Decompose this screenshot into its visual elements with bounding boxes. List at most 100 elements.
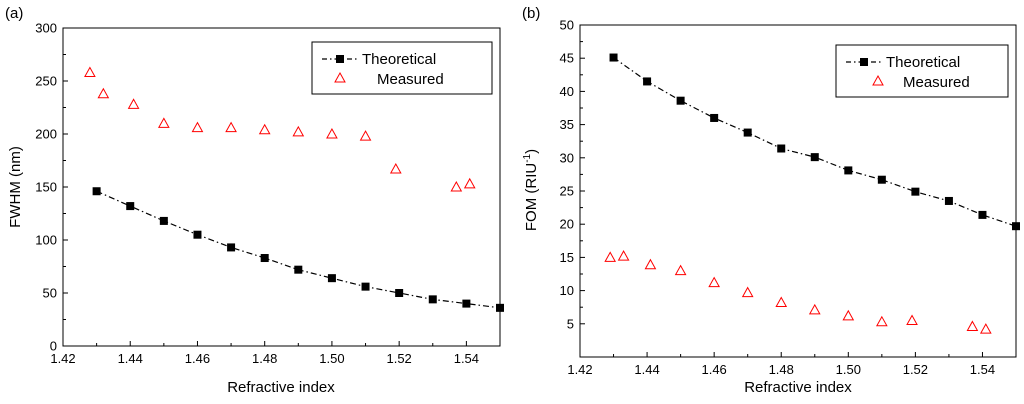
panel-a-measured-points [84,66,476,192]
panel-b-measured-point [875,315,888,327]
panel-b-measured-point [674,264,687,276]
panel-b-y-axis-label-end: ) [523,149,540,154]
panel-a-y-tick-label: 200 [35,127,57,142]
panel-b-theoretical-point [676,96,685,105]
panel-a-theoretical-point [260,254,269,263]
panel-a-y-tick-label: 50 [43,286,57,301]
panel-a-measured-point [450,180,463,192]
panel-b-measured-point [741,286,754,298]
panel-b-measured-point [906,314,918,325]
panel-b-x-tick-label: 1.52 [903,362,928,377]
panel-a-y-ticks: 0 50 100 150 200 250 300 [35,21,68,354]
panel-a: (a) 1.42 1.44 1.46 1.48 1.50 1.52 1.54 0 50 100 1… [5,5,504,396]
panel-a-x-tick-label: 1.46 [185,351,210,366]
panel-a-theoretical-points [92,187,504,312]
panel-a-theoretical-point [227,243,236,252]
panel-a-measured-point [225,121,237,133]
panel-b-measured-point [808,303,821,315]
panel-b-theoretical-point [743,128,752,137]
panel-b-theoretical-point [978,210,987,219]
panel-a-measured-point [389,162,402,174]
panel-b-theoretical-point [810,153,819,162]
panel-a-x-ticks: 1.42 1.44 1.46 1.48 1.50 1.52 1.54 [50,341,479,366]
panel-b-x-ticks: 1.42 1.44 1.46 1.48 1.50 1.52 1.54 [567,352,995,377]
panel-a-x-tick-label: 1.50 [319,351,344,366]
panel-a-theoretical-point [294,265,303,274]
panel-a-legend-measured-marker [334,71,346,83]
panel-a-theoretical-point [395,289,404,297]
panel-b-y-ticks: 5 10 15 20 25 30 35 40 45 50 [560,18,585,331]
panel-a-theoretical-point [428,295,437,304]
panel-b-x-axis-label: Refractive index [744,379,852,396]
panel-b-y-axis-label-superscript: -1 [522,153,533,162]
panel-a-measured-point [127,98,140,109]
panel-b-y-tick-label: 35 [560,117,574,132]
panel-a-x-tick-label: 1.42 [50,351,75,366]
panel-a-theoretical-point [462,299,471,308]
panel-b-x-tick-label: 1.44 [634,362,659,377]
panel-a-y-axis-label: FWHM (nm) [7,146,24,228]
panel-b-x-tick-label: 1.46 [701,362,726,377]
panel-a-measured-point [157,117,170,128]
panel-a-label: (a) [5,5,23,22]
panel-a-y-tick-label: 300 [35,21,57,36]
panel-b-y-tick-label: 20 [560,217,574,232]
panel-a-measured-point [359,130,372,141]
panel-b-legend-measured-marker [872,74,884,86]
panel-b-measured-point [617,250,630,261]
panel-b-measured-point [644,258,657,270]
panel-b-theoretical-point [1012,222,1020,231]
panel-b-measured-point [966,320,979,331]
panel-b-measured-point [708,276,721,288]
panel-b-x-tick-label: 1.54 [970,362,995,377]
panel-b-theoretical-point [844,166,853,175]
panel-a-legend-box [311,41,493,95]
panel-b-theoretical-point [944,196,953,205]
panel-a-measured-point [191,121,204,133]
panel-a-legend: Theoretical Measured [311,41,493,95]
panel-b-measured-point [775,296,788,308]
panel-b-theoretical-point [777,144,786,153]
panel-a-theoretical-point [327,274,336,283]
panel-a-y-tick-label: 100 [35,233,57,248]
panel-a-measured-point [326,127,338,139]
panel-b-y-tick-label: 45 [560,51,574,66]
panel-a-theoretical-point [126,202,135,211]
panel-b-theoretical-point [609,53,618,62]
panel-a-theoretical-point [496,303,504,312]
panel-b-x-tick-label: 1.48 [769,362,794,377]
panel-b-legend-box [835,44,1009,98]
panel-b-y-tick-label: 10 [560,283,574,298]
panel-b-y-tick-label: 25 [560,184,574,199]
panel-a-theoretical-point [361,282,370,291]
panel-a-y-tick-label: 150 [35,180,57,195]
panel-b-legend: Theoretical Measured [835,44,1009,98]
panel-b-y-axis-label: FOM (RIU-1) [522,149,540,231]
panel-a-measured-point [97,87,110,99]
panel-a-x-tick-label: 1.52 [386,351,411,366]
panel-b-measured-points [604,250,992,334]
panel-b-y-tick-label: 40 [560,84,574,99]
panel-b: (b) 1.42 1.44 1.46 1.48 1.50 1.52 1.54 5 10 15 20… [522,5,1020,396]
panel-a-y-tick-label: 250 [35,74,57,89]
panel-a-x-tick-label: 1.44 [118,351,143,366]
panel-b-x-tick-label: 1.50 [836,362,861,377]
panel-a-theoretical-point [159,216,168,225]
panel-b-y-axis-label-main: FOM (RIU [523,163,540,231]
panel-b-legend-measured-label: Measured [903,74,970,91]
panel-b-theoretical-points [609,53,1020,231]
panel-a-theoretical-line [96,190,501,309]
panel-b-theoretical-point [643,77,652,86]
panel-a-measured-point [463,177,476,189]
panel-a-measured-point [258,123,271,135]
panel-b-measured-point [842,309,855,321]
panel-b-label: (b) [522,5,540,22]
panel-a-theoretical-point [193,230,202,239]
panel-b-measured-point [979,323,992,334]
panel-b-y-tick-label: 30 [560,150,574,165]
panel-a-x-tick-label: 1.48 [252,351,277,366]
panel-b-measured-point [604,251,617,262]
panel-a-legend-theoretical-marker [336,55,344,63]
panel-a-legend-measured-label: Measured [377,71,444,88]
panel-b-y-tick-label: 5 [567,316,574,331]
